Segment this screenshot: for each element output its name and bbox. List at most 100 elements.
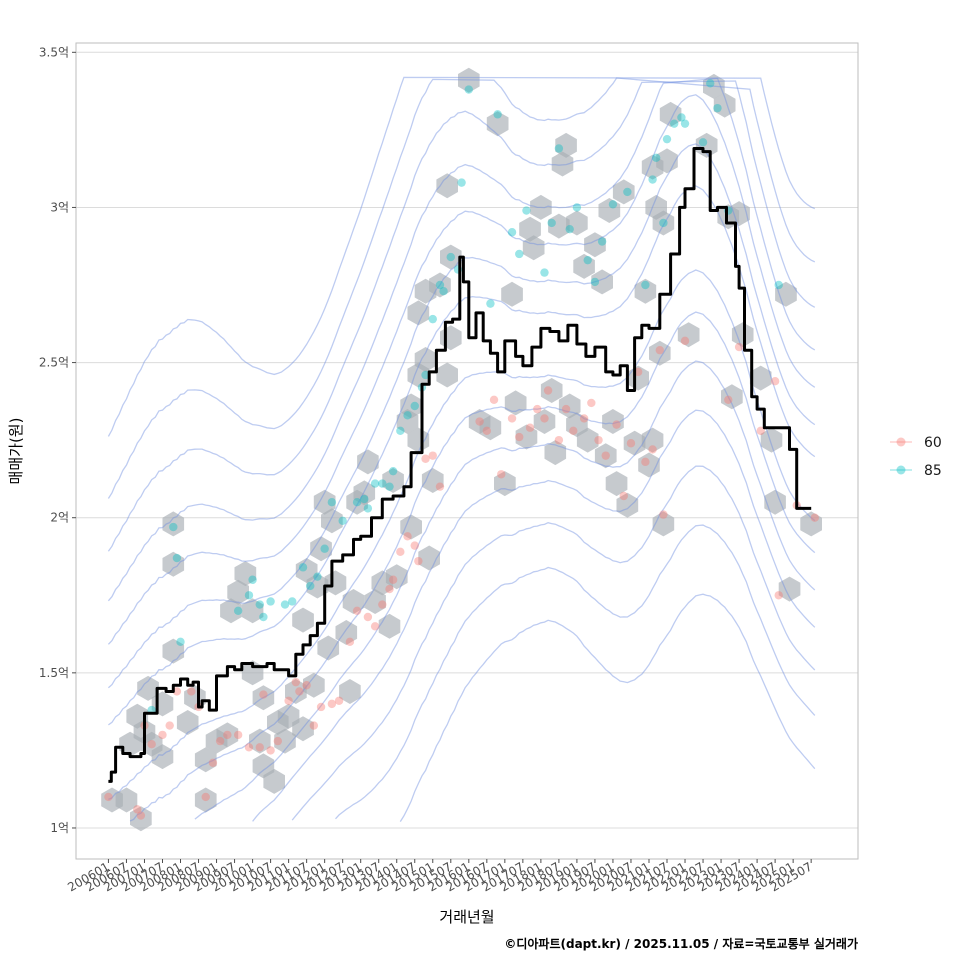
x-axis: 2006012006072007012007072008012008072009… bbox=[65, 859, 815, 895]
data-point-60 bbox=[327, 699, 337, 709]
hex-bin bbox=[551, 151, 574, 177]
hex-bin bbox=[677, 322, 700, 348]
data-point-60 bbox=[410, 541, 419, 550]
data-point-85 bbox=[565, 224, 574, 234]
density-contour bbox=[107, 76, 816, 437]
hex-bin bbox=[421, 468, 444, 493]
hex-bin bbox=[501, 281, 523, 307]
data-point-85 bbox=[659, 218, 668, 228]
data-point-60 bbox=[507, 414, 517, 423]
hex-bin bbox=[130, 806, 152, 832]
data-point-60 bbox=[659, 510, 668, 519]
y-tick-label: 2억 bbox=[50, 511, 69, 525]
hex-bin bbox=[703, 73, 725, 99]
density-contour bbox=[335, 524, 816, 820]
data-point-60 bbox=[594, 435, 603, 445]
data-point-60 bbox=[316, 702, 326, 712]
density-contour bbox=[252, 409, 816, 822]
density-contour bbox=[107, 80, 816, 552]
hex-bin bbox=[764, 489, 786, 515]
y-tick-label: 3억 bbox=[50, 200, 69, 214]
hex-bin bbox=[548, 213, 570, 239]
data-point-85 bbox=[698, 138, 708, 147]
data-point-85 bbox=[774, 280, 783, 290]
data-point-60 bbox=[345, 637, 355, 647]
density-contour bbox=[108, 269, 816, 800]
hex-bin bbox=[519, 216, 541, 242]
hex-bin bbox=[252, 685, 275, 711]
data-point-85 bbox=[680, 119, 690, 128]
data-point-85 bbox=[363, 504, 373, 513]
hex-bin bbox=[760, 427, 783, 453]
hex-bin bbox=[306, 573, 329, 599]
y-tick-label: 1억 bbox=[50, 821, 69, 835]
data-point-60 bbox=[648, 445, 657, 454]
hex-bin bbox=[184, 685, 206, 711]
data-point-60 bbox=[533, 404, 542, 414]
hex-bin bbox=[576, 427, 599, 453]
data-point-85 bbox=[651, 153, 661, 162]
moving-average-line bbox=[108, 147, 812, 783]
data-point-85 bbox=[288, 597, 297, 606]
hex-bin bbox=[317, 635, 340, 661]
data-point-85 bbox=[608, 200, 618, 209]
hex-bin bbox=[649, 340, 671, 366]
y-tick-label: 2.5억 bbox=[39, 356, 69, 370]
data-point-85 bbox=[169, 522, 178, 532]
data-point-85 bbox=[421, 370, 430, 380]
hex-bin bbox=[479, 415, 502, 441]
hex-bin bbox=[616, 492, 639, 518]
data-point-85 bbox=[244, 591, 254, 600]
hex-bin bbox=[573, 253, 595, 279]
data-point-60 bbox=[233, 730, 243, 740]
data-point-85 bbox=[233, 606, 243, 615]
source-caption: ©디아파트(dapt.kr) / 2025.11.05 / 자료=국토교통부 실… bbox=[504, 936, 858, 951]
hex-bin bbox=[407, 427, 430, 453]
data-point-60 bbox=[133, 805, 142, 814]
data-point-60 bbox=[655, 345, 664, 355]
data-point-85 bbox=[378, 479, 387, 488]
data-point-85 bbox=[370, 479, 380, 488]
hex-bin bbox=[429, 272, 451, 298]
data-point-60 bbox=[734, 342, 744, 352]
data-point-60 bbox=[309, 721, 319, 730]
hex-bin bbox=[638, 452, 660, 478]
hex-bin bbox=[151, 744, 174, 770]
hex-bin bbox=[598, 198, 621, 223]
hex-bin bbox=[194, 787, 217, 813]
data-point-60 bbox=[680, 336, 690, 346]
hex-bin bbox=[234, 561, 257, 587]
hex-bin bbox=[800, 511, 822, 537]
data-point-60 bbox=[259, 690, 268, 699]
hex-bin bbox=[627, 365, 649, 391]
hex-bin bbox=[436, 362, 458, 388]
legend: 60 85 bbox=[890, 435, 942, 479]
hex-bin bbox=[533, 409, 556, 434]
data-point-60 bbox=[378, 600, 387, 609]
hex-bin bbox=[285, 679, 307, 704]
data-point-60 bbox=[414, 556, 423, 566]
density-contour bbox=[399, 593, 816, 822]
hex-bin bbox=[778, 576, 801, 602]
hex-bin bbox=[659, 101, 682, 127]
hex-bin bbox=[216, 722, 239, 748]
data-point-85 bbox=[298, 563, 308, 572]
hex-bin bbox=[504, 390, 527, 416]
data-point-60 bbox=[295, 687, 304, 696]
data-point-85 bbox=[313, 572, 322, 581]
data-point-60 bbox=[525, 423, 535, 432]
data-point-85 bbox=[493, 110, 502, 119]
data-point-60 bbox=[497, 470, 506, 479]
hex-bin bbox=[137, 675, 159, 701]
hex-bin bbox=[695, 132, 718, 158]
data-point-60 bbox=[756, 426, 765, 436]
data-point-85 bbox=[583, 255, 592, 265]
legend-item-85[interactable]: 85 bbox=[890, 463, 942, 479]
legend-item-60[interactable]: 60 bbox=[890, 435, 942, 451]
data-point-85 bbox=[280, 600, 290, 609]
hex-bin bbox=[594, 443, 617, 469]
hex-bin bbox=[623, 430, 646, 456]
data-point-85 bbox=[428, 314, 437, 324]
